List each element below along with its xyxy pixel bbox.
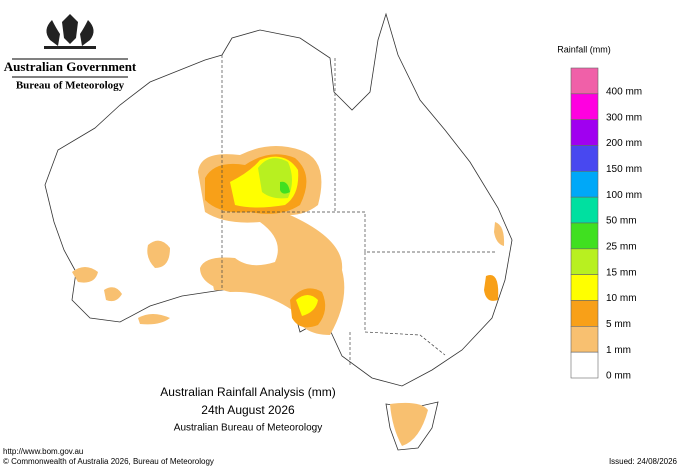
legend-label: 400 mm bbox=[606, 86, 642, 97]
legend-swatch bbox=[570, 326, 599, 353]
legend-swatch bbox=[570, 119, 599, 146]
legend-label: 0 mm bbox=[606, 371, 631, 382]
map-title: Australian Rainfall Analysis (mm) bbox=[160, 385, 335, 399]
footer-issued: Issued: 24/08/2026 bbox=[609, 457, 678, 466]
legend-label: 150 mm bbox=[606, 164, 642, 175]
map-date: 24th August 2026 bbox=[201, 403, 295, 417]
legend: 400 mm 300 mm 200 mm 150 mm 100 mm 50 mm 25 mm… bbox=[570, 67, 642, 382]
legend-label: 5 mm bbox=[606, 319, 631, 330]
rain-1mm bbox=[72, 267, 98, 283]
rain-25mm bbox=[280, 181, 290, 194]
footer-copyright: © Commonwealth of Australia 2026, Bureau… bbox=[3, 457, 214, 466]
legend-swatch bbox=[570, 274, 599, 301]
legend-swatch bbox=[570, 145, 599, 172]
legend-label: 300 mm bbox=[606, 112, 642, 123]
legend-title: Rainfall (mm) bbox=[557, 44, 611, 54]
footer-url: http://www.bom.gov.au bbox=[3, 447, 83, 456]
legend-label: 200 mm bbox=[606, 138, 642, 149]
legend-label: 25 mm bbox=[606, 241, 637, 252]
map-source: Australian Bureau of Meteorology bbox=[174, 423, 322, 434]
australia-map bbox=[44, 12, 513, 451]
legend-swatch bbox=[570, 67, 599, 95]
agency-name: Bureau of Meteorology bbox=[16, 80, 125, 92]
rain-1mm bbox=[484, 275, 499, 301]
government-name: Australian Government bbox=[4, 59, 137, 74]
rain-1mm bbox=[147, 240, 170, 268]
legend-label: 50 mm bbox=[606, 216, 637, 227]
legend-swatch bbox=[570, 351, 599, 379]
legend-swatch bbox=[570, 300, 599, 327]
rain-1mm bbox=[138, 314, 170, 325]
rain-1mm bbox=[494, 222, 505, 246]
legend-label: 1 mm bbox=[606, 345, 631, 356]
legend-swatch bbox=[570, 222, 599, 250]
legend-swatch bbox=[570, 248, 599, 275]
legend-label: 15 mm bbox=[606, 267, 637, 278]
legend-swatch bbox=[570, 196, 599, 224]
legend-label: 10 mm bbox=[606, 293, 637, 304]
rain-1mm bbox=[104, 287, 122, 302]
legend-label: 100 mm bbox=[606, 190, 642, 201]
rain-10mm bbox=[296, 295, 318, 316]
state-borders bbox=[221, 55, 496, 366]
rain-1mm bbox=[212, 276, 235, 291]
legend-swatch bbox=[570, 171, 599, 198]
legend-swatch bbox=[570, 93, 599, 120]
coat-of-arms bbox=[44, 14, 96, 49]
rain-1mm bbox=[390, 402, 428, 446]
